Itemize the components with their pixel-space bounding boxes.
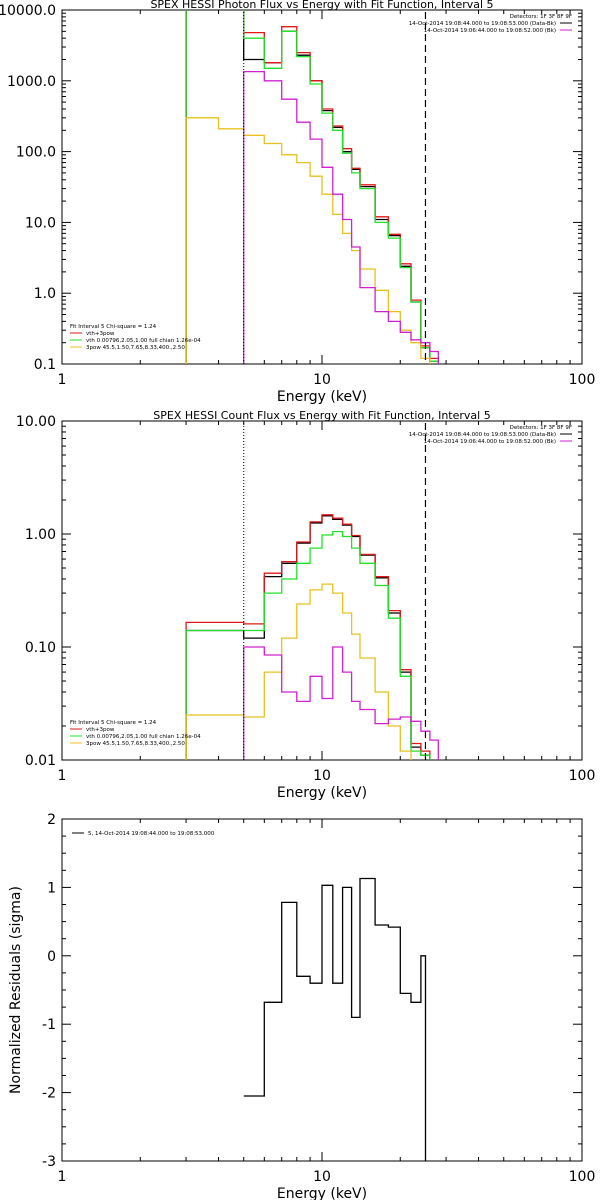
y-axis-label: Normalized Residuals (sigma) xyxy=(8,886,24,1094)
legend-fit-entry: vth 0.00796,2.05,1.00 full chian 1.26e-0… xyxy=(86,338,201,344)
yellow-hist xyxy=(185,583,412,760)
legend-bk-interval: 14-Oct-2014 19:06:44.000 to 19:08:52.000… xyxy=(424,439,556,445)
residual-hist xyxy=(243,877,427,1161)
legend-fit-chisq: Fit Interval 5 Chi-square = 1.24 xyxy=(70,720,157,726)
y-axis: 0.01 0.10 1.00 10.00 xyxy=(16,414,582,769)
magenta-hist xyxy=(243,646,439,760)
legend-detectors: Detectors: 1F 3F 8F 9F xyxy=(510,425,572,431)
chart-title: SPEX HESSI Photon Flux vs Energy with Fi… xyxy=(150,0,493,11)
legend-data-interval: 14-Oct-2014 19:08:44.000 to 19:08:53.000… xyxy=(409,21,556,27)
chart-title: SPEX HESSI Count Flux vs Energy with Fit… xyxy=(153,409,490,422)
legend-residual-entry: 5, 14-Oct-2014 19:08:44.000 to 19:08:53.… xyxy=(88,831,215,837)
legend-fit-entry: vth+3pow xyxy=(86,727,115,733)
photon-flux-panel: SPEX HESSI Photon Flux vs Energy with Fi… xyxy=(0,0,595,405)
x-tick-label: 10 xyxy=(313,1169,331,1185)
legend-bk-interval: 14-Oct-2014 19:06:44.000 to 19:08:52.000… xyxy=(424,28,556,34)
x-axis: 1 10 100 Energy (keV) xyxy=(58,819,596,1200)
legend-residual: 5, 14-Oct-2014 19:08:44.000 to 19:08:53.… xyxy=(72,831,215,837)
y-tick-label: 2 xyxy=(47,812,56,828)
x-tick-label: 100 xyxy=(569,1169,596,1185)
series-group xyxy=(185,514,439,760)
x-tick-label: 1 xyxy=(58,768,67,784)
x-axis: 1 10 100 Energy (keV) xyxy=(58,10,596,405)
x-tick-label: 100 xyxy=(569,768,596,784)
x-axis-label: Energy (keV) xyxy=(277,389,367,405)
y-tick-label: 0.1 xyxy=(34,357,56,373)
x-tick-label: 1 xyxy=(58,372,67,388)
legend-data-interval: 14-Oct-2014 19:08:44.000 to 19:08:53.000… xyxy=(409,432,556,438)
yellow-hist xyxy=(185,117,431,364)
y-tick-label: 1 xyxy=(47,880,56,896)
y-tick-label: 10.00 xyxy=(16,414,56,430)
y-tick-label: -1 xyxy=(42,1017,56,1033)
y-axis: -3 -2 -1 0 1 2 Normalized Residuals (sigma) xyxy=(8,812,582,1170)
legend-fit-entry: 3pow 45.5,1.50,7.65,8.33,400.,2.50 xyxy=(86,741,185,747)
plot-frame xyxy=(61,818,583,1162)
y-tick-label: 0.01 xyxy=(25,753,56,769)
legend-fit-entry: vth 0.00796,2.05,1.00 full chian 1.26e-0… xyxy=(86,734,201,740)
x-axis-label: Energy (keV) xyxy=(277,1186,367,1200)
y-tick-label: -3 xyxy=(42,1154,56,1170)
x-tick-label: 10 xyxy=(313,768,331,784)
y-tick-label: 0.10 xyxy=(25,640,56,656)
legend-fit-entry: 3pow 45.5,1.50,7.65,8.33,400.,2.50 xyxy=(86,345,185,351)
legend-fit: Fit Interval 5 Chi-square = 1.24vth+3pow… xyxy=(70,720,201,747)
y-axis: 0.1 1.0 10.0 100.0 1000.0 10000.0 xyxy=(0,3,582,373)
legend-detectors: Detectors: 1F 3F 8F 9F xyxy=(510,14,572,20)
residuals-panel: 1 10 100 Energy (keV) -3 -2 -1 0 1 2 Normalized Re… xyxy=(8,812,595,1200)
x-tick-label: 1 xyxy=(58,1169,67,1185)
y-tick-label: 1.00 xyxy=(25,527,56,543)
series-group xyxy=(185,10,439,364)
black-hist xyxy=(185,515,431,760)
x-axis-label: Energy (keV) xyxy=(277,785,367,801)
y-tick-label: -2 xyxy=(42,1086,56,1102)
red-hist xyxy=(185,514,431,760)
count-flux-panel: SPEX HESSI Count Flux vs Energy with Fit… xyxy=(16,409,595,801)
green-hist xyxy=(185,10,439,364)
y-tick-label: 10000.0 xyxy=(0,3,56,19)
magenta-hist xyxy=(243,70,439,364)
legend-fit-entry: vth+3pow xyxy=(86,331,115,337)
y-tick-label: 1000.0 xyxy=(7,74,56,90)
y-tick-label: 1.0 xyxy=(34,286,56,302)
legend-fit: Fit Interval 5 Chi-square = 1.24vth+3pow… xyxy=(70,324,201,351)
x-tick-label: 100 xyxy=(569,372,596,388)
y-tick-label: 0 xyxy=(47,949,56,965)
x-tick-label: 10 xyxy=(313,372,331,388)
x-axis: 1 10 100 Energy (keV) xyxy=(58,421,596,801)
y-tick-label: 10.0 xyxy=(25,215,56,231)
y-tick-label: 100.0 xyxy=(16,145,56,161)
green-hist xyxy=(185,530,431,760)
legend-fit-chisq: Fit Interval 5 Chi-square = 1.24 xyxy=(70,324,157,330)
series-group xyxy=(243,877,427,1161)
